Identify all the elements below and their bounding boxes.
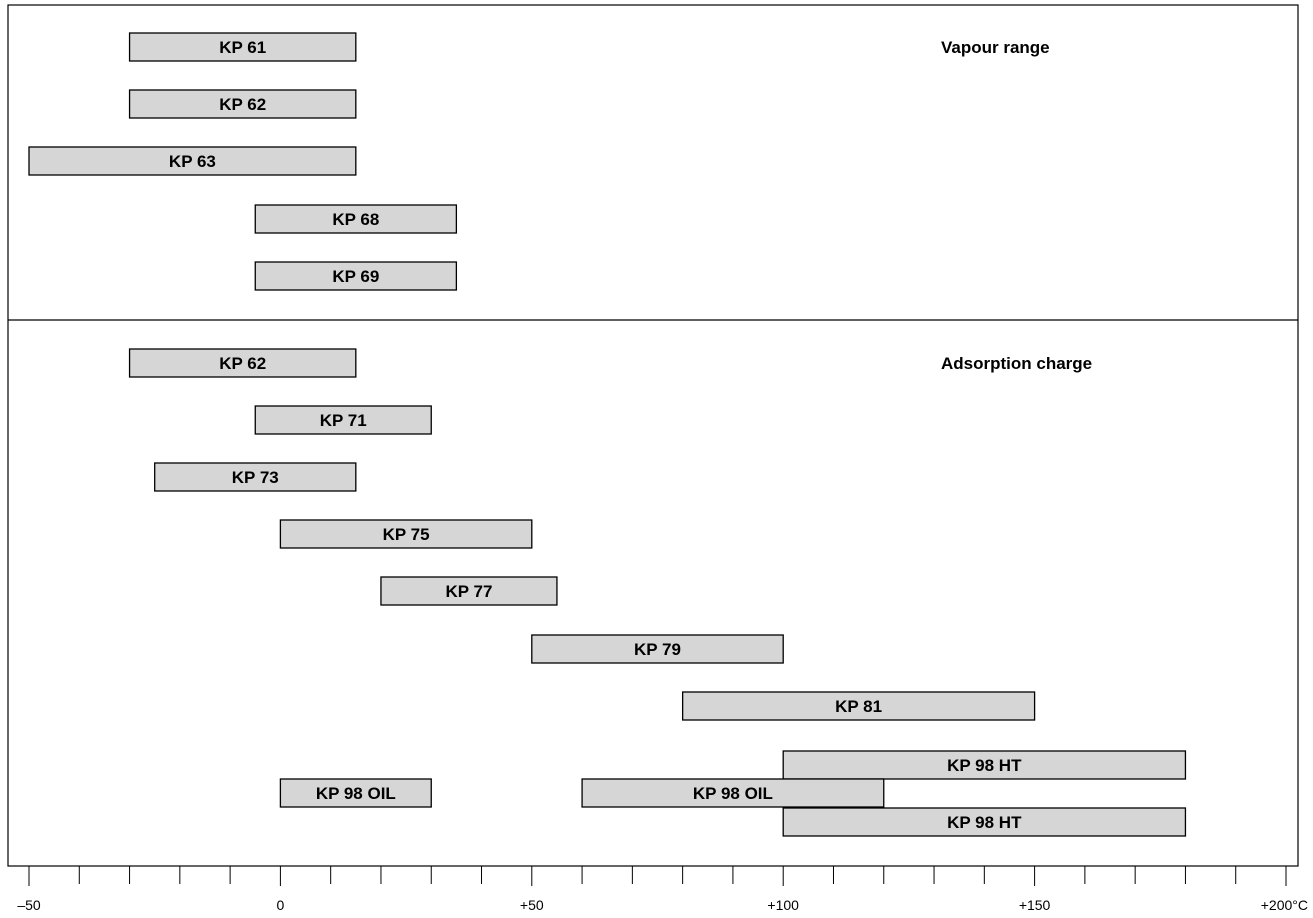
range-bar [681, 691, 1036, 721]
section-title: Adsorption charge [941, 354, 1092, 373]
range-bar-label: KP 73 [232, 468, 279, 487]
range-bar [279, 778, 432, 808]
range-bar [128, 32, 357, 62]
range-bar-label: KP 98 OIL [316, 784, 396, 803]
range-bar [380, 576, 558, 606]
x-tick-label: +100 [767, 897, 799, 913]
range-bar-group: KP 79 [531, 634, 784, 664]
range-bar-label: KP 71 [320, 411, 367, 430]
range-bar-group: KP 62 [128, 89, 357, 119]
range-bar-group: KP 68 [254, 204, 458, 234]
range-bar-label: KP 98 HT [947, 813, 1022, 832]
range-bar-group: KP 63 [28, 146, 357, 176]
range-bar [154, 462, 357, 492]
range-bar-group: KP 81 [681, 691, 1036, 721]
chart-frame [7, 4, 1299, 867]
range-bar [28, 146, 357, 176]
range-bar-group: KP 71 [254, 405, 432, 435]
x-tick-label: +150 [1019, 897, 1051, 913]
range-bar [254, 261, 458, 291]
x-tick-label: –50 [17, 897, 41, 913]
section-title: Vapour range [941, 38, 1050, 57]
range-bar [782, 750, 1187, 780]
section-vapour-range: Vapour range KP 61 KP 62 KP 63 KP 68 KP 69 [28, 32, 1050, 291]
range-bar-group: KP 98 HT [782, 750, 1187, 780]
range-bar [128, 89, 357, 119]
range-bar-group: KP 69 [254, 261, 458, 291]
range-bar [531, 634, 784, 664]
range-bar-group: KP 61 [128, 32, 357, 62]
range-bar-label: KP 98 HT [947, 756, 1022, 775]
range-bar-label: KP 98 OIL [693, 784, 773, 803]
range-bar [128, 348, 357, 378]
range-bar [254, 204, 458, 234]
range-bar-label: KP 62 [219, 95, 266, 114]
range-bar-label: KP 63 [169, 152, 216, 171]
range-bar-label: KP 61 [219, 38, 266, 57]
range-bar [279, 519, 533, 549]
range-bar-group: KP 98 HT [782, 807, 1187, 837]
range-bar-group: KP 98 OIL [279, 778, 432, 808]
range-bar-group: KP 98 OIL [581, 778, 885, 808]
range-bar [581, 778, 885, 808]
range-bar-group: KP 73 [154, 462, 357, 492]
range-bar-label: KP 81 [835, 697, 882, 716]
range-bar-label: KP 68 [332, 210, 379, 229]
range-bar-group: KP 75 [279, 519, 533, 549]
section-adsorption-charge: Adsorption charge KP 62 KP 71 KP 73 KP 75 KP … [128, 348, 1187, 837]
x-tick-label: +200°C [1261, 897, 1308, 913]
range-bar-group: KP 62 [128, 348, 357, 378]
range-bar [254, 405, 432, 435]
range-bar-label: KP 77 [445, 582, 492, 601]
range-bar-label: KP 62 [219, 354, 266, 373]
range-bar-group: KP 77 [380, 576, 558, 606]
range-bar [782, 807, 1187, 837]
range-bar-label: KP 69 [332, 267, 379, 286]
x-tick-label: 0 [277, 897, 285, 913]
range-bar-label: KP 79 [634, 640, 681, 659]
x-tick-label: +50 [520, 897, 544, 913]
range-bar-label: KP 75 [383, 525, 430, 544]
